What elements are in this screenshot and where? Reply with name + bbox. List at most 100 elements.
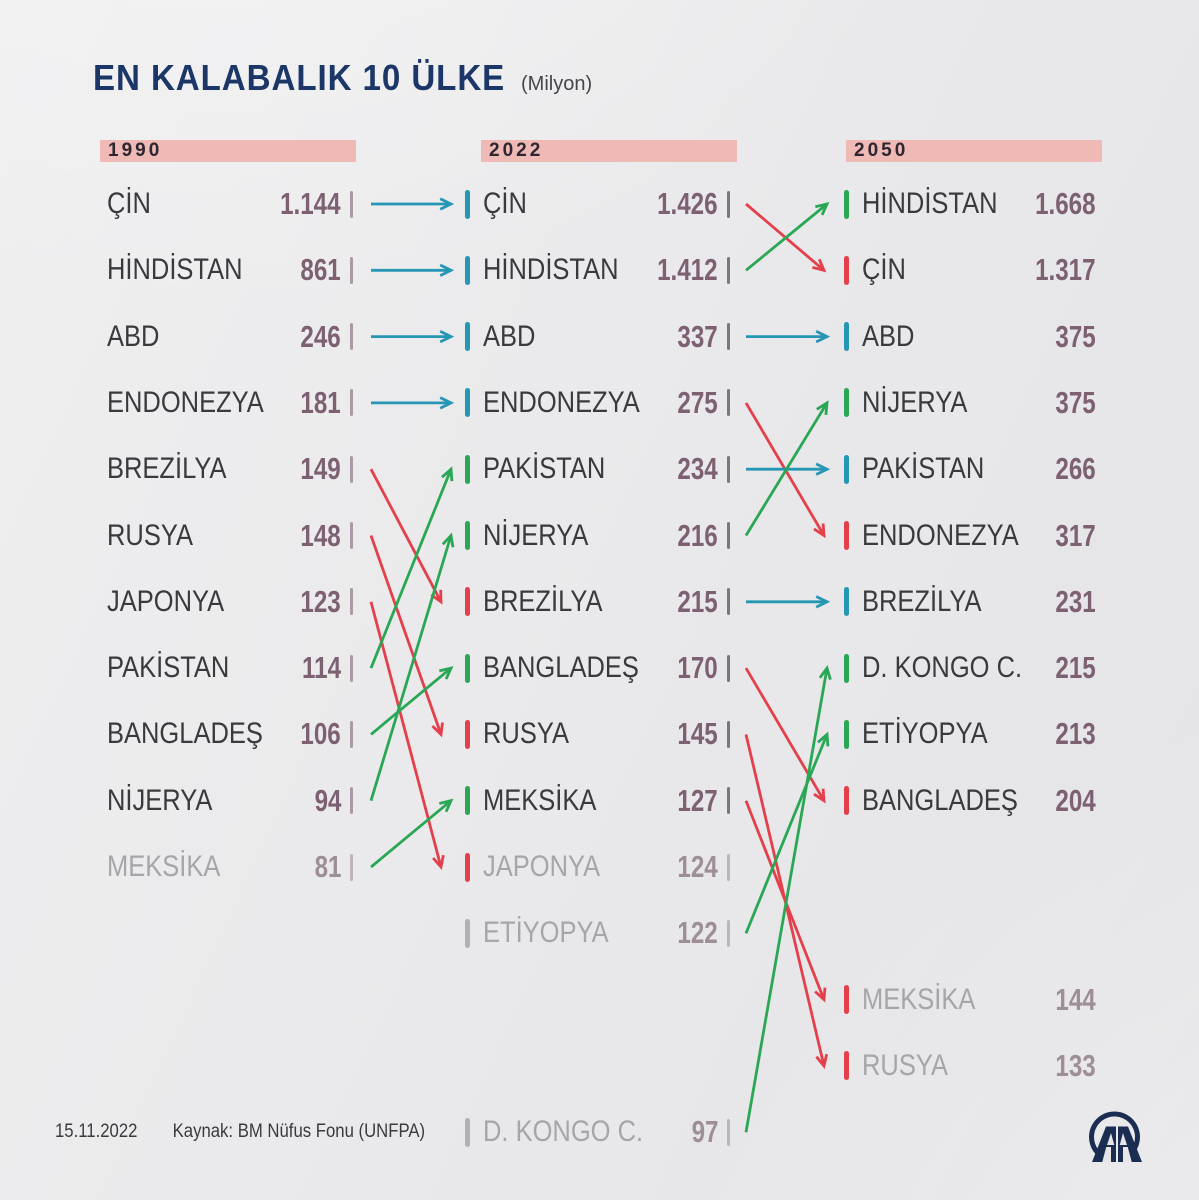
country-name: ENDONEZYA	[483, 385, 640, 419]
country-name: ÇİN	[862, 253, 906, 287]
arrow-down-z1-5to7	[369, 468, 443, 605]
population-value: 375	[1055, 318, 1096, 354]
country-row-2022-7: BREZİLYA 215	[465, 584, 730, 619]
country-name: ETİYOPYA	[862, 717, 988, 751]
title-block: EN KALABALIK 10 ÜLKE (Milyon)	[93, 57, 592, 99]
country-row-2050-3: ABD 375	[844, 318, 1096, 354]
arrow-up-z2-2to1	[745, 202, 830, 272]
country-row-2022-3: ABD 337	[465, 319, 730, 354]
population-value: 148	[300, 517, 341, 553]
population-value: 375	[1055, 384, 1096, 420]
country-row-1990-7: JAPONYA 123	[107, 584, 353, 619]
value-separator-pipe	[727, 389, 730, 417]
value-separator-pipe	[727, 853, 730, 881]
country-row-1990-9: BANGLADEŞ 106	[107, 716, 353, 752]
country-name: ABD	[862, 319, 915, 353]
country-row-2022-2: HİNDİSTAN 1.412	[465, 253, 730, 287]
country-name: ÇİN	[107, 187, 151, 220]
country-row-2022-8: BANGLADEŞ 170	[465, 651, 730, 685]
population-value: 213	[1055, 716, 1096, 752]
footer: 15.11.2022 Kaynak: BM Nüfus Fonu (UNFPA)	[55, 1121, 425, 1143]
rank-same-tick	[465, 322, 470, 352]
value-separator-pipe	[350, 654, 353, 682]
arrow-same-z2-3to3	[746, 330, 831, 344]
rank-same-tick	[844, 454, 849, 484]
country-row-2022-5: PAKİSTAN 234	[465, 451, 730, 487]
population-value: 317	[1055, 517, 1096, 553]
country-row-2050-4: NİJERYA 375	[844, 384, 1096, 420]
population-value: 106	[300, 716, 341, 752]
country-name: JAPONYA	[483, 850, 601, 883]
population-value: 231	[1055, 583, 1096, 619]
country-name: RUSYA	[483, 717, 569, 751]
value-separator-pipe	[350, 256, 353, 284]
year-label: 2022	[489, 140, 544, 161]
country-row-2022-12: ETİYOPYA 122	[465, 915, 730, 951]
population-value: 124	[677, 849, 718, 884]
country-name: BREZİLYA	[862, 584, 982, 618]
country-row-2050-7: BREZİLYA 231	[844, 583, 1096, 619]
country-name: RUSYA	[862, 1048, 948, 1082]
value-separator-pipe	[350, 522, 353, 549]
value-separator-pipe	[727, 455, 730, 483]
rank-up-tick	[844, 719, 849, 749]
year-header-1990: 1990	[100, 140, 356, 162]
rank-up-tick	[844, 653, 849, 683]
population-value: 122	[677, 915, 718, 951]
country-name: RUSYA	[107, 518, 193, 552]
population-value: 145	[677, 716, 718, 752]
rank-down-tick	[844, 521, 849, 550]
country-name: HİNDİSTAN	[862, 187, 998, 220]
value-separator-pipe	[350, 588, 353, 616]
rank-same-tick	[465, 255, 470, 285]
rank-up-tick	[465, 653, 470, 683]
population-value: 216	[677, 517, 718, 553]
population-value: 275	[677, 384, 718, 420]
country-row-1990-1: ÇİN 1.144	[107, 187, 353, 221]
country-row-2050-10: BANGLADEŞ 204	[844, 783, 1096, 818]
arrow-up-z1-8to5	[369, 466, 454, 669]
population-value: 127	[677, 782, 718, 818]
page-title: EN KALABALIK 10 ÜLKE	[93, 57, 506, 98]
country-row-2022-9: RUSYA 145	[465, 716, 730, 752]
value-separator-pipe	[727, 323, 730, 351]
rank-same-tick	[844, 587, 849, 617]
arrow-down-z1-7to11	[369, 601, 445, 871]
country-name: PAKİSTAN	[107, 651, 230, 685]
year-header-2022: 2022	[481, 140, 737, 162]
country-name: ABD	[483, 319, 536, 353]
country-row-1990-11: MEKSİKA 81	[107, 850, 353, 884]
country-name: BANGLADEŞ	[107, 717, 263, 751]
population-value: 266	[1055, 451, 1096, 487]
country-name: PAKİSTAN	[483, 452, 606, 486]
value-separator-pipe	[350, 853, 353, 881]
title-unit: (Milyon)	[521, 73, 593, 95]
population-value: 149	[300, 451, 341, 487]
country-name: PAKİSTAN	[862, 452, 985, 486]
value-separator-pipe	[350, 389, 353, 417]
country-name: NİJERYA	[483, 518, 589, 552]
year-label: 2050	[854, 140, 909, 161]
value-separator-pipe	[727, 919, 730, 947]
arrow-same-z1-3to3	[371, 330, 455, 344]
country-name: BREZİLYA	[483, 584, 603, 618]
value-separator-pipe	[727, 522, 730, 549]
rank-same-tick	[465, 189, 470, 219]
rank-down-tick	[844, 1051, 849, 1081]
arrow-same-z2-7to7	[746, 595, 831, 609]
country-row-2022-4: ENDONEZYA 275	[465, 384, 730, 420]
rank-down-tick	[844, 985, 849, 1015]
population-value: 114	[301, 650, 341, 686]
country-name: NİJERYA	[862, 385, 968, 419]
rank-up-tick	[844, 388, 849, 418]
rank-muted-tick	[465, 918, 470, 948]
population-value: 181	[300, 384, 341, 420]
arrow-same-z1-1to1	[371, 197, 455, 211]
population-value: 234	[677, 451, 718, 487]
value-separator-pipe	[727, 256, 730, 284]
aa-agency-logo	[1089, 1111, 1142, 1162]
arrow-up-z1-11to10	[370, 798, 454, 869]
value-separator-pipe	[727, 654, 730, 682]
population-value: 215	[1055, 650, 1096, 686]
